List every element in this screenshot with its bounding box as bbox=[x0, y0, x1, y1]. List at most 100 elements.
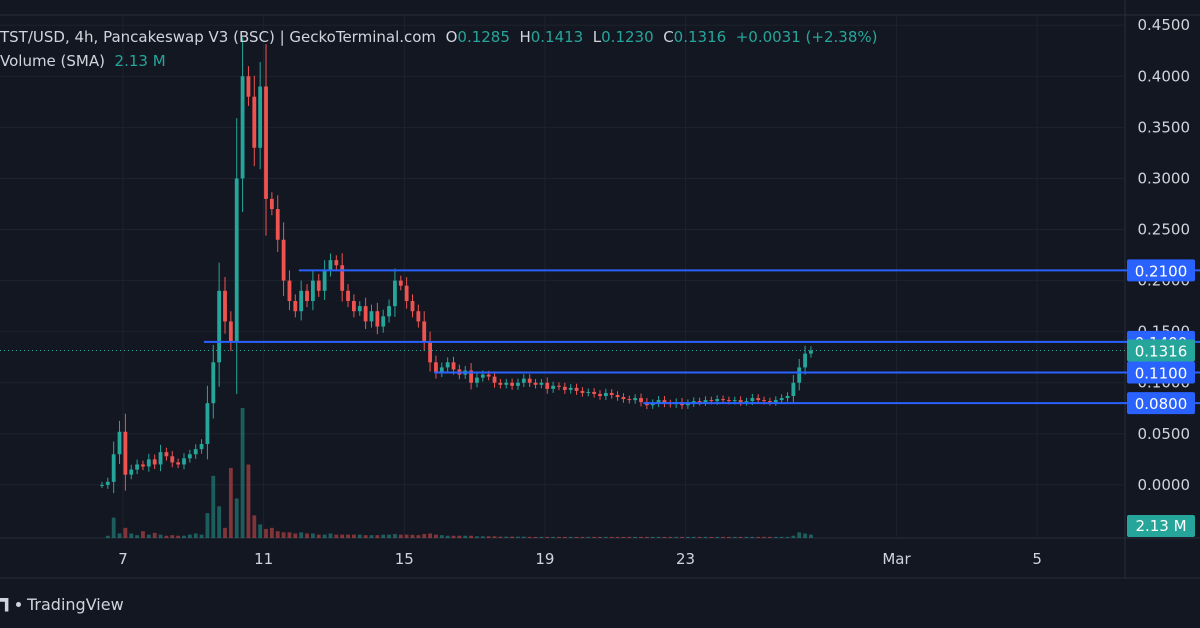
candle-body bbox=[516, 382, 520, 386]
candle-body bbox=[451, 362, 456, 370]
candle-body bbox=[129, 469, 134, 475]
volume-label: Volume (SMA) bbox=[0, 52, 105, 70]
candle-body bbox=[246, 76, 251, 97]
candle-body bbox=[223, 290, 227, 322]
candle-body bbox=[469, 370, 473, 383]
volume-bar bbox=[480, 536, 485, 538]
volume-bar bbox=[158, 534, 163, 538]
level-tag bbox=[1127, 361, 1195, 384]
volume-bar bbox=[299, 532, 304, 538]
candle-body bbox=[398, 280, 403, 286]
volume-bar bbox=[410, 534, 415, 538]
tradingview-brand[interactable]: TradingView bbox=[0, 595, 124, 614]
y-tick-label: 0.0500 bbox=[1138, 425, 1191, 443]
level-tag-label: 0.1100 bbox=[1135, 365, 1188, 383]
candle-body bbox=[809, 350, 813, 354]
volume-bar bbox=[199, 534, 204, 538]
volume-bar bbox=[164, 535, 169, 538]
candle-body bbox=[609, 392, 614, 395]
volume-bar bbox=[228, 467, 233, 538]
candle-body bbox=[234, 178, 239, 342]
close-label: C bbox=[663, 28, 674, 46]
volume-bar bbox=[516, 536, 520, 538]
volume-bar bbox=[111, 517, 116, 538]
volume-value: 2.13 M bbox=[114, 52, 166, 70]
volume-tag bbox=[1127, 515, 1195, 537]
candle-body bbox=[574, 387, 579, 391]
volume-bar bbox=[697, 536, 702, 538]
candle-body bbox=[293, 301, 298, 312]
volume-bar bbox=[615, 536, 620, 538]
candle-body bbox=[475, 377, 479, 383]
volume-bar bbox=[422, 534, 427, 538]
level-tag-label: 0.0800 bbox=[1135, 395, 1188, 413]
volume-bar bbox=[756, 536, 761, 538]
volume-bar bbox=[176, 535, 181, 538]
volume-bar bbox=[310, 533, 315, 538]
candle-body bbox=[721, 399, 725, 401]
candle-body bbox=[269, 198, 274, 210]
volume-bar bbox=[691, 536, 696, 538]
volume-bar bbox=[141, 531, 145, 538]
candle-body bbox=[439, 367, 444, 373]
candle-body bbox=[228, 321, 233, 342]
volume-bar bbox=[211, 475, 216, 538]
volume-bar bbox=[586, 536, 591, 538]
candle-body bbox=[504, 382, 509, 385]
candle-body bbox=[521, 378, 526, 383]
candle-body bbox=[375, 311, 380, 327]
candle-body bbox=[393, 280, 397, 307]
candle-body bbox=[615, 394, 620, 398]
candle-body bbox=[205, 403, 210, 445]
volume-bar bbox=[328, 533, 333, 538]
candle-body bbox=[100, 484, 104, 486]
volume-legend: Volume (SMA) 2.13 M bbox=[0, 52, 166, 70]
x-tick-label: Mar bbox=[882, 550, 911, 568]
candle-body bbox=[352, 301, 356, 312]
candle-body bbox=[756, 398, 761, 401]
volume-bar bbox=[492, 536, 497, 538]
volume-bar bbox=[703, 536, 708, 538]
y-tick-label: 0.3000 bbox=[1138, 169, 1191, 187]
volume-bar bbox=[592, 536, 597, 538]
volume-bar bbox=[187, 534, 192, 538]
grid bbox=[0, 0, 1200, 579]
volume-bar bbox=[674, 536, 679, 538]
candle-body bbox=[492, 376, 497, 383]
volume-bar bbox=[639, 536, 643, 538]
candle-body bbox=[691, 401, 696, 404]
candle-body bbox=[662, 400, 667, 404]
x-tick-label: 15 bbox=[395, 550, 414, 568]
y-tick-label: 0.4000 bbox=[1138, 67, 1191, 85]
y-tick-label: 0.2500 bbox=[1138, 221, 1191, 239]
volume-bar bbox=[738, 536, 743, 538]
low-value: 0.1230 bbox=[601, 28, 654, 46]
volume-bar bbox=[322, 534, 327, 538]
volume-bar bbox=[768, 536, 772, 538]
volume-bar bbox=[527, 536, 532, 538]
candle-body bbox=[715, 399, 720, 402]
volume-bar bbox=[574, 536, 579, 538]
volume-bar bbox=[650, 536, 655, 538]
volume-bar bbox=[732, 536, 737, 538]
volume-bar bbox=[205, 513, 210, 538]
high-label: H bbox=[519, 28, 531, 46]
volume-bar bbox=[463, 535, 468, 538]
high-value: 0.1413 bbox=[530, 28, 584, 46]
candle-body bbox=[539, 382, 544, 385]
volume-bar bbox=[193, 533, 198, 538]
candle-body bbox=[299, 290, 304, 312]
candle-body bbox=[785, 396, 790, 399]
candle-body bbox=[264, 86, 268, 199]
horizontal-levels[interactable] bbox=[0, 269, 1200, 405]
candle-body bbox=[217, 290, 222, 363]
candle-body bbox=[363, 306, 368, 322]
candle-body bbox=[627, 399, 632, 401]
candle-body bbox=[586, 391, 591, 393]
candle-body bbox=[123, 431, 128, 475]
volume-bar bbox=[533, 536, 538, 538]
candle-body bbox=[305, 290, 309, 302]
candle-body bbox=[164, 452, 169, 457]
candle-body bbox=[387, 306, 391, 317]
